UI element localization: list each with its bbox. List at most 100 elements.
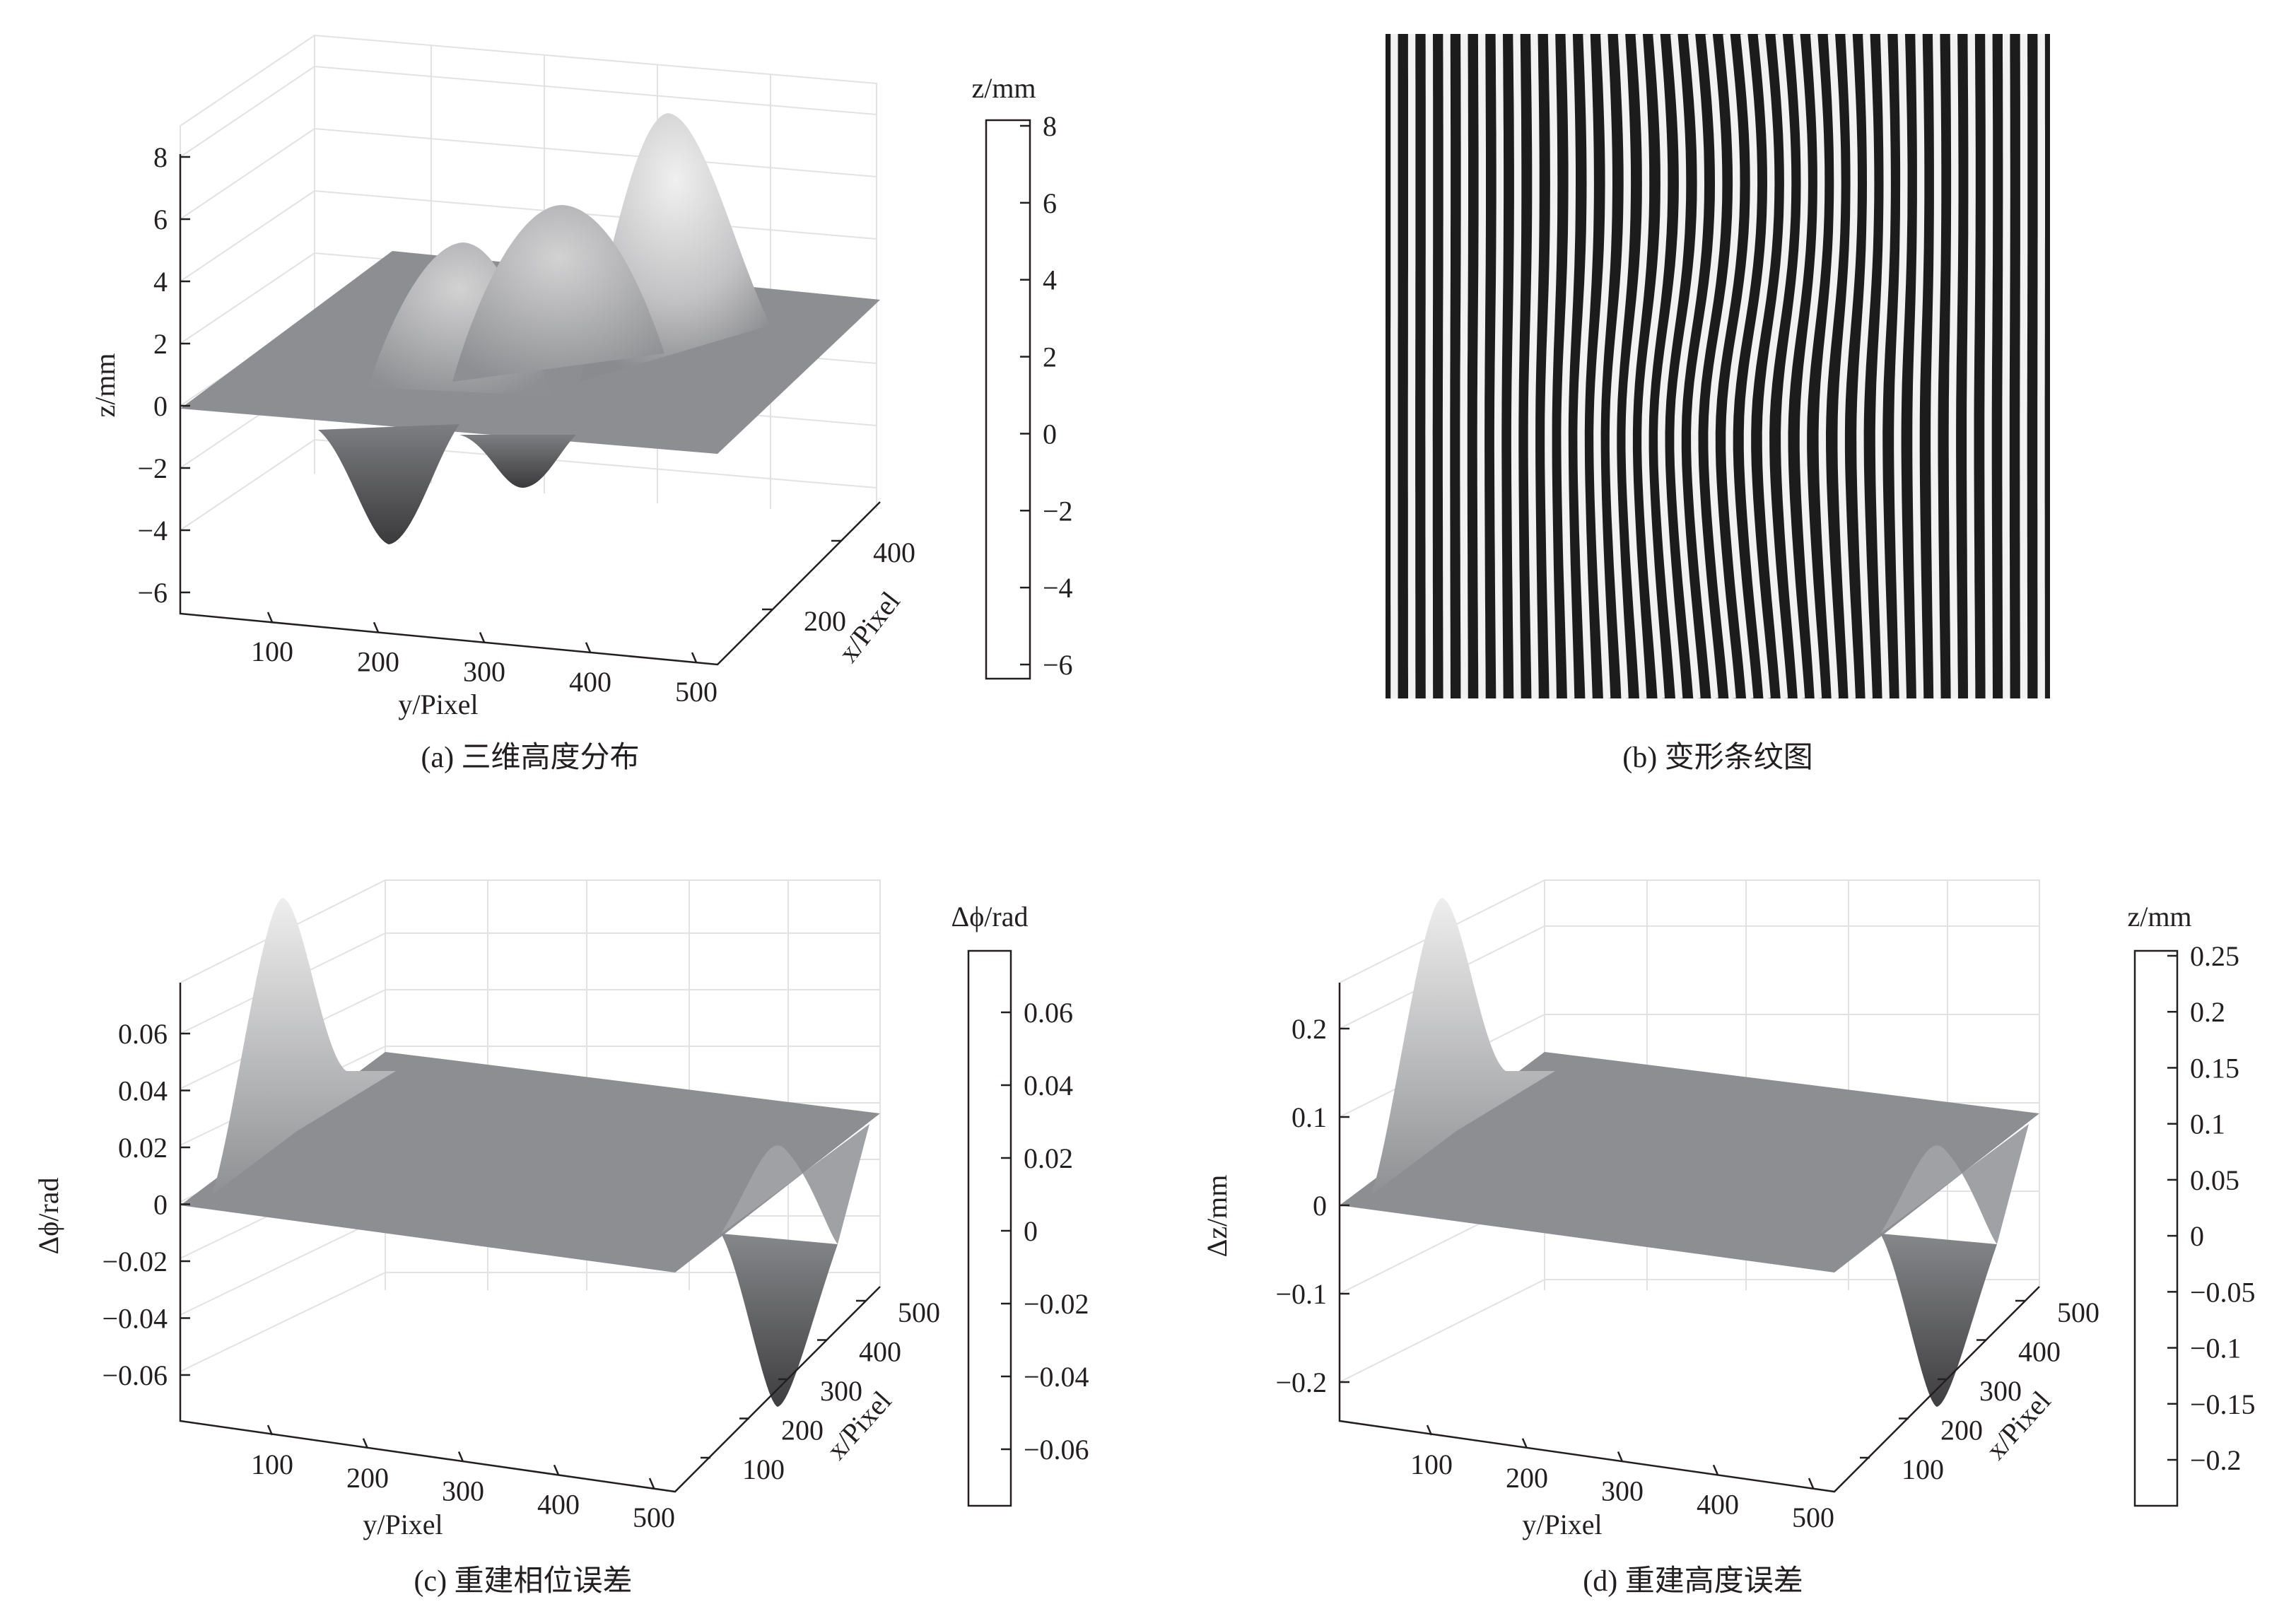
panel-a-cbticks-label-7: −6	[1043, 649, 1073, 681]
fringe-29	[1894, 33, 1908, 699]
panel-d-yticks-label-1: 200	[1506, 1462, 1548, 1494]
panel-d-yticks-tick-3	[1712, 1464, 1719, 1475]
fringe-14	[1625, 33, 1650, 699]
panel-c-yticks-tick-1	[362, 1438, 369, 1449]
panel-a-colorbar-gradient	[985, 119, 1031, 680]
fringe-10	[1561, 33, 1576, 699]
panel-c-cbticks-label-5: −0.04	[1024, 1361, 1089, 1393]
panel-a-yticks-label-1: 200	[357, 645, 399, 677]
panel-a-z-ticks: 8 6 4 2 0 −2 −4 −6	[137, 141, 190, 609]
panel-c-y-axis-label: y/Pixel	[363, 1509, 443, 1540]
panel-a-cbticks-label-3: 2	[1043, 341, 1057, 373]
panel-d-yticks-label-4: 500	[1792, 1502, 1834, 1533]
fringe-27	[1856, 33, 1875, 699]
panel-b-fringes	[1390, 33, 2045, 699]
panel-d-colorbar-label: z/mm	[2127, 901, 2191, 932]
panel-c: 0.06 0.04 0.02 0 −0.02 −0.04 −0.06 100 200 300 40…	[33, 879, 1089, 1598]
panel-c-yticks-tick-2	[457, 1451, 464, 1462]
panel-a-xticks-label-1: 400	[873, 537, 915, 568]
panel-a-cbticks-label-6: −4	[1043, 572, 1073, 604]
fringe-26	[1837, 33, 1858, 699]
panel-c-valley	[721, 1124, 869, 1244]
fringe-32	[1948, 33, 1959, 699]
panel-d-cbticks-label-2: 0.15	[2190, 1052, 2239, 1084]
panel-c-valley-bottom	[721, 1234, 838, 1407]
fringe-23	[1781, 33, 1808, 699]
panel-c-xticks-label-3: 400	[859, 1336, 901, 1368]
panel-d-cbticks-label-4: 0.05	[2190, 1164, 2239, 1196]
panel-d-cbticks-label-3: 0.1	[2190, 1108, 2225, 1140]
panel-d-x-ticks: 100 200 300 400 500	[1860, 1297, 2099, 1485]
panel-d-cbticks-label-9: −0.2	[2190, 1444, 2242, 1476]
panel-a-axes	[179, 154, 881, 666]
fringe-4	[1460, 33, 1468, 699]
panel-d-valley-bottom	[1880, 1234, 1997, 1407]
panel-c-xticks-label-4: 500	[898, 1297, 940, 1328]
panel-a-zticks-label-2: 4	[153, 266, 168, 298]
panel-c-yticks-label-3: 400	[537, 1488, 580, 1520]
panel-c-cbticks-label-2: 0.02	[1024, 1142, 1073, 1174]
panel-d-yticks-label-2: 300	[1601, 1475, 1644, 1507]
panel-a-valley-1	[318, 424, 459, 544]
fringe-36	[2020, 34, 2028, 698]
panel-a-cbticks-label-5: −2	[1043, 495, 1073, 527]
fringe-35	[2002, 34, 2010, 699]
fringe-19	[1708, 33, 1740, 699]
panel-d-yticks-tick-2	[1617, 1451, 1624, 1462]
panel-a-zticks-label-3: 2	[153, 328, 168, 360]
panel-a-yticks-label-3: 400	[569, 666, 611, 698]
panel-d-cbticks-label-8: −0.15	[2190, 1388, 2256, 1420]
panel-a-zticks-label-7: −6	[137, 577, 168, 609]
panel-d-zticks-label-2: 0	[1313, 1190, 1327, 1222]
panel-d-yticks-tick-0	[1426, 1424, 1433, 1436]
panel-a-x-ticks: 200 400	[762, 537, 915, 637]
panel-d-colorbar: 0.25 0.2 0.15 0.1 0.05 0 −0.05 −0.1 −0.15 −0.2 z/…	[2127, 901, 2256, 1507]
panel-c-yticks-label-1: 200	[346, 1462, 389, 1494]
fringe-15	[1641, 33, 1668, 699]
panel-c-cbticks-label-3: 0	[1024, 1215, 1038, 1247]
fringe-12	[1593, 33, 1613, 699]
panel-c-zticks-label-0: 0.06	[118, 1018, 168, 1050]
panel-d-xticks-label-4: 500	[2057, 1297, 2099, 1328]
fringe-8	[1528, 33, 1540, 699]
panel-c-yticks-tick-0	[266, 1424, 274, 1436]
panel-c-colorbar-label: Δϕ/rad	[951, 901, 1029, 932]
panel-d-cbticks-label-6: −0.05	[2190, 1276, 2256, 1308]
fringe-20	[1726, 33, 1758, 699]
panel-d-cbticks-label-0: 0.25	[2190, 940, 2239, 972]
panel-a-colorbar: 8 6 4 2 0 −2 −4 −6 z/mm	[971, 72, 1072, 681]
fringe-3	[1442, 34, 1451, 699]
panel-a-yticks-tick-0	[266, 612, 274, 623]
panel-d-yticks-tick-1	[1521, 1438, 1528, 1449]
panel-c-yticks-tick-3	[553, 1464, 560, 1475]
panel-b: (b) 变形条纹图	[1386, 33, 2050, 774]
panel-c-zticks-label-4: −0.02	[102, 1246, 168, 1277]
fringe-16	[1658, 33, 1687, 699]
panel-c-x-ticks: 100 200 300 400 500	[701, 1297, 940, 1485]
panel-d-xticks-label-0: 100	[1902, 1453, 1944, 1485]
panel-a-zticks-label-6: −4	[137, 515, 168, 546]
fringe-25	[1818, 33, 1841, 699]
panel-a-cbticks-label-1: 6	[1043, 187, 1057, 219]
panel-a-yticks-tick-1	[373, 621, 380, 633]
panel-c-zticks-label-1: 0.04	[118, 1075, 168, 1107]
fringe-7	[1511, 33, 1522, 699]
panel-c-cbticks-label-0: 0.06	[1024, 997, 1073, 1029]
panel-d-xticks-label-1: 200	[1940, 1415, 1983, 1446]
fringe-31	[1931, 33, 1942, 699]
fringe-22	[1762, 33, 1792, 699]
panel-c-zticks-label-3: 0	[153, 1189, 168, 1221]
fringe-13	[1609, 33, 1632, 699]
panel-c-z-axis-label: Δϕ/rad	[33, 1178, 64, 1255]
panel-a-yticks-label-2: 300	[463, 656, 505, 688]
fringe-28	[1875, 33, 1891, 699]
panel-c-yticks-label-2: 300	[442, 1475, 484, 1507]
panel-d-y-ticks: 100 200 300 400 500	[1410, 1424, 1834, 1533]
fringe-9	[1545, 33, 1558, 699]
panel-a-cbticks-label-4: 0	[1043, 418, 1057, 450]
panel-d-cbticks-label-5: 0	[2190, 1220, 2204, 1252]
panel-c-cbticks-label-6: −0.06	[1024, 1434, 1089, 1465]
panel-a-zticks-label-4: 0	[153, 390, 168, 422]
panel-c-zticks-label-2: 0.02	[118, 1132, 168, 1164]
panel-d-surface	[1340, 898, 2039, 1407]
